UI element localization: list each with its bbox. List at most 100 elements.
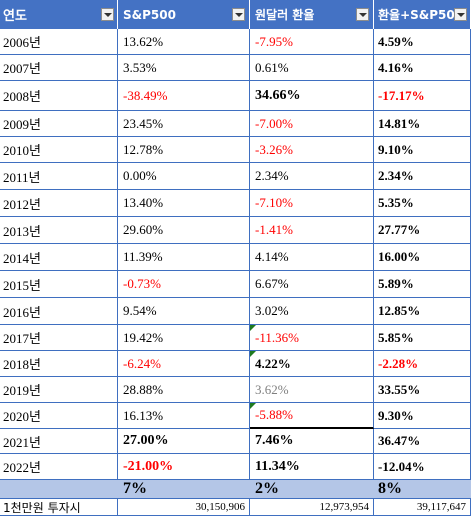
average-krw-cell[interactable]: 2% [250,480,374,499]
year-value: 2008년 [3,89,41,104]
sp500-cell[interactable]: 13.62% [118,29,250,55]
krw-cell[interactable]: 3.02% [250,298,374,325]
krw-cell[interactable]: 11.34% [250,454,374,480]
year-cell[interactable]: 2013년 [0,217,118,244]
krw-cell[interactable]: -3.26% [250,137,374,163]
krw-cell[interactable]: -7.00% [250,111,374,137]
krw-cell[interactable]: 34.66% [250,81,374,111]
combo-cell[interactable]: 5.35% [374,190,471,217]
header-combo-label: 환율+S&P500 [378,8,464,22]
investment-sp500-cell[interactable]: 30,150,906 [118,499,250,516]
combo-cell[interactable]: 4.59% [374,29,471,55]
year-cell[interactable]: 2018년 [0,351,118,377]
combo-value: 36.47% [378,433,421,448]
krw-value: 3.62% [255,381,289,397]
sp500-cell[interactable]: -21.00% [118,454,250,480]
sp500-cell[interactable]: -0.73% [118,271,250,298]
sp500-cell[interactable]: 27.00% [118,429,250,454]
average-sp500-cell[interactable]: 7% [118,480,250,499]
sp500-cell[interactable]: 12.78% [118,137,250,163]
combo-cell[interactable]: -17.17% [374,81,471,111]
combo-cell[interactable]: 5.85% [374,325,471,351]
combo-cell[interactable]: -2.28% [374,351,471,377]
investment-combo-cell[interactable]: 39,117,647 [374,499,471,516]
year-cell[interactable]: 2014년 [0,244,118,271]
krw-cell[interactable]: 0.61% [250,55,374,81]
combo-cell[interactable]: -12.04% [374,454,471,480]
combo-cell[interactable]: 14.81% [374,111,471,137]
sp500-cell[interactable]: 29.60% [118,217,250,244]
combo-cell[interactable]: 36.47% [374,429,471,454]
sp500-value: 19.42% [123,329,164,345]
krw-cell[interactable]: -7.95% [250,29,374,55]
combo-cell[interactable]: 12.85% [374,298,471,325]
table-row: 2021년 27.00% 7.46% 36.47% [0,429,471,454]
year-cell[interactable]: 2015년 [0,271,118,298]
krw-cell[interactable]: -5.88% [250,403,374,429]
krw-cell[interactable]: 4.22% [250,351,374,377]
combo-value: -17.17% [378,87,425,103]
combo-cell[interactable]: 27.77% [374,217,471,244]
sp500-value: -6.24% [123,355,161,371]
combo-cell[interactable]: 16.00% [374,244,471,271]
year-cell[interactable]: 2022년 [0,454,118,480]
investment-krw-cell[interactable]: 12,973,954 [250,499,374,516]
krw-cell[interactable]: 7.46% [250,429,374,454]
krw-cell[interactable]: 3.62% [250,377,374,403]
combo-cell[interactable]: 2.34% [374,163,471,190]
average-combo-cell[interactable]: 8% [374,480,471,499]
year-cell[interactable]: 2006년 [0,29,118,55]
header-cell-year[interactable]: 연도 [0,0,118,29]
combo-cell[interactable]: 9.30% [374,403,471,429]
year-cell[interactable]: 2016년 [0,298,118,325]
combo-value: 2.34% [378,168,414,183]
combo-cell[interactable]: 9.10% [374,137,471,163]
sp500-cell[interactable]: 9.54% [118,298,250,325]
average-label-cell[interactable] [0,480,118,499]
sp500-cell[interactable]: -38.49% [118,81,250,111]
sp500-cell[interactable]: 0.00% [118,163,250,190]
sp500-value: 13.40% [123,195,164,210]
year-cell[interactable]: 2011년 [0,163,118,190]
krw-cell[interactable]: 6.67% [250,271,374,298]
krw-cell[interactable]: 2.34% [250,163,374,190]
year-cell[interactable]: 2009년 [0,111,118,137]
year-cell[interactable]: 2020년 [0,403,118,429]
header-cell-combo[interactable]: 환율+S&P500 [374,0,471,29]
header-cell-krw[interactable]: 원달러 환율 [250,0,374,29]
table-row: 2020년 16.13% -5.88% 9.30% [0,403,471,429]
sp500-cell[interactable]: 28.88% [118,377,250,403]
year-value: 2018년 [3,357,41,372]
sp500-cell[interactable]: 11.39% [118,244,250,271]
sp500-cell[interactable]: 13.40% [118,190,250,217]
sp500-cell[interactable]: 3.53% [118,55,250,81]
sp500-value: 12.78% [123,141,164,157]
year-cell[interactable]: 2008년 [0,81,118,111]
krw-cell[interactable]: -7.10% [250,190,374,217]
krw-cell[interactable]: -1.41% [250,217,374,244]
filter-dropdown-icon[interactable] [454,8,467,21]
filter-dropdown-icon[interactable] [232,8,245,21]
sp500-cell[interactable]: 19.42% [118,325,250,351]
filter-dropdown-icon[interactable] [356,8,369,21]
krw-value: 4.14% [255,249,289,264]
combo-cell[interactable]: 5.89% [374,271,471,298]
year-cell[interactable]: 2012년 [0,190,118,217]
year-cell[interactable]: 2010년 [0,137,118,163]
combo-cell[interactable]: 33.55% [374,377,471,403]
year-cell[interactable]: 2021년 [0,429,118,454]
sp500-cell[interactable]: 23.45% [118,111,250,137]
header-cell-sp500[interactable]: S&P500 [118,0,250,29]
filter-dropdown-icon[interactable] [101,8,114,21]
sp500-cell[interactable]: 16.13% [118,403,250,429]
combo-cell[interactable]: 4.16% [374,55,471,81]
sp500-cell[interactable]: -6.24% [118,351,250,377]
year-cell[interactable]: 2007년 [0,55,118,81]
year-cell[interactable]: 2019년 [0,377,118,403]
table-row: 2019년 28.88% 3.62% 33.55% [0,377,471,403]
investment-label-cell[interactable]: 1천만원 투자시 [0,499,118,516]
year-cell[interactable]: 2017년 [0,325,118,351]
krw-cell[interactable]: 4.14% [250,244,374,271]
investment-label: 1천만원 투자시 [3,500,81,515]
krw-cell[interactable]: -11.36% [250,325,374,351]
